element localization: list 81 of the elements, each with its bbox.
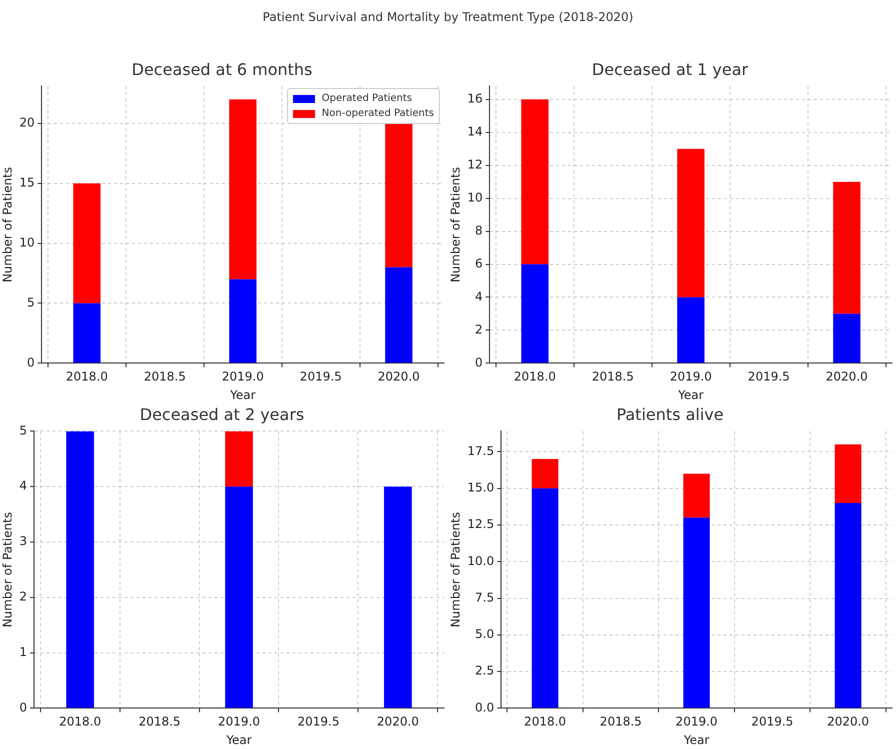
y-tick-label: 8 [475, 223, 483, 238]
y-tick-label: 4 [475, 289, 483, 304]
x-tick-label: 2019.5 [297, 714, 340, 729]
y-tick-label: 12 [467, 157, 483, 172]
y-tick-label: 12.5 [467, 517, 494, 532]
chart-title: Patients alive [616, 404, 724, 424]
x-tick-label: 2019.5 [751, 714, 794, 729]
y-tick-label: 15 [19, 175, 35, 190]
bar [532, 459, 558, 488]
bar [385, 123, 412, 268]
x-tick-label: 2018.5 [600, 714, 642, 729]
x-tick-label: 2018.0 [59, 714, 102, 729]
y-axis-title: Number of Patients [448, 512, 462, 628]
chart-title: Deceased at 6 months [132, 60, 312, 79]
x-axis-title: Year [229, 388, 256, 402]
x-tick-label: 2020.0 [376, 714, 419, 729]
y-tick-label: 5 [27, 295, 35, 310]
text: Patient Survival and Mortality by Treatment Type (2018-2020) [262, 10, 634, 24]
y-tick-label: 0 [27, 355, 35, 370]
bar [229, 99, 256, 280]
y-tick-label: 5 [19, 423, 28, 438]
x-axis-title: Year [677, 388, 704, 402]
x-tick-label: 2018.5 [592, 370, 634, 384]
bar [834, 503, 862, 708]
y-tick-label: 10 [19, 235, 35, 250]
chart-title: Deceased at 2 years [140, 404, 304, 424]
bar [73, 183, 101, 304]
x-tick-label: 2020.0 [826, 370, 868, 384]
y-tick-label: 2 [19, 590, 28, 604]
y-axis-title: Number of Patients [0, 166, 14, 282]
bar [385, 267, 412, 363]
y-axis-title: Number of Patients [0, 512, 14, 628]
x-axis-title: Year [682, 732, 710, 747]
x-axis-title: Year [225, 732, 252, 747]
y-tick-label: 2 [475, 322, 483, 336]
bar [834, 444, 862, 504]
legend-label: Operated Patients [322, 92, 412, 106]
x-tick-label: 2019.0 [222, 370, 264, 384]
x-tick-label: 2018.0 [66, 370, 108, 384]
bar [683, 518, 710, 708]
x-tick-label: 2020.0 [827, 714, 870, 729]
y-tick-label: 14 [467, 124, 483, 138]
x-tick-label: 2019.0 [670, 370, 712, 384]
y-tick-label: 7.5 [475, 590, 494, 604]
y-tick-label: 3 [19, 534, 28, 548]
y-tick-label: 16 [467, 92, 483, 106]
x-tick-label: 2019.0 [676, 714, 718, 729]
bar [521, 99, 549, 264]
bar [532, 488, 558, 708]
bar [73, 303, 101, 363]
y-tick-label: 10.0 [467, 554, 494, 568]
y-tick-label: 2.5 [475, 664, 494, 678]
x-tick-label: 2018.0 [514, 370, 556, 384]
bar [229, 279, 256, 363]
bar [833, 182, 860, 314]
x-tick-label: 2020.0 [378, 370, 420, 384]
bar [677, 148, 704, 298]
chart-title: Deceased at 1 year [592, 60, 748, 79]
bar [521, 264, 549, 363]
y-tick-label: 5.0 [475, 627, 494, 642]
y-tick-label: 0 [475, 355, 483, 370]
y-tick-label: 20 [19, 116, 35, 130]
bar [683, 474, 710, 518]
x-tick-label: 2018.5 [144, 370, 186, 384]
x-tick-label: 2019.5 [300, 370, 342, 384]
y-tick-label: 10 [467, 190, 483, 204]
x-tick-label: 2019.5 [748, 370, 790, 384]
y-tick-label: 17.5 [467, 444, 494, 458]
bar [833, 314, 860, 363]
y-tick-label: 4 [19, 478, 28, 493]
x-tick-label: 2018.0 [524, 714, 566, 729]
x-tick-label: 2018.5 [138, 714, 181, 729]
y-tick-label: 15.0 [467, 480, 494, 494]
legend-label: Non-operated Patients [322, 107, 434, 122]
y-axis-title: Number of Patients [448, 166, 462, 282]
bar [677, 297, 704, 363]
x-tick-label: 2019.0 [218, 714, 260, 729]
y-tick-label: 0 [19, 700, 28, 714]
y-tick-label: 1 [19, 644, 28, 659]
y-tick-label: 0.0 [475, 700, 494, 714]
y-tick-label: 6 [475, 256, 483, 270]
